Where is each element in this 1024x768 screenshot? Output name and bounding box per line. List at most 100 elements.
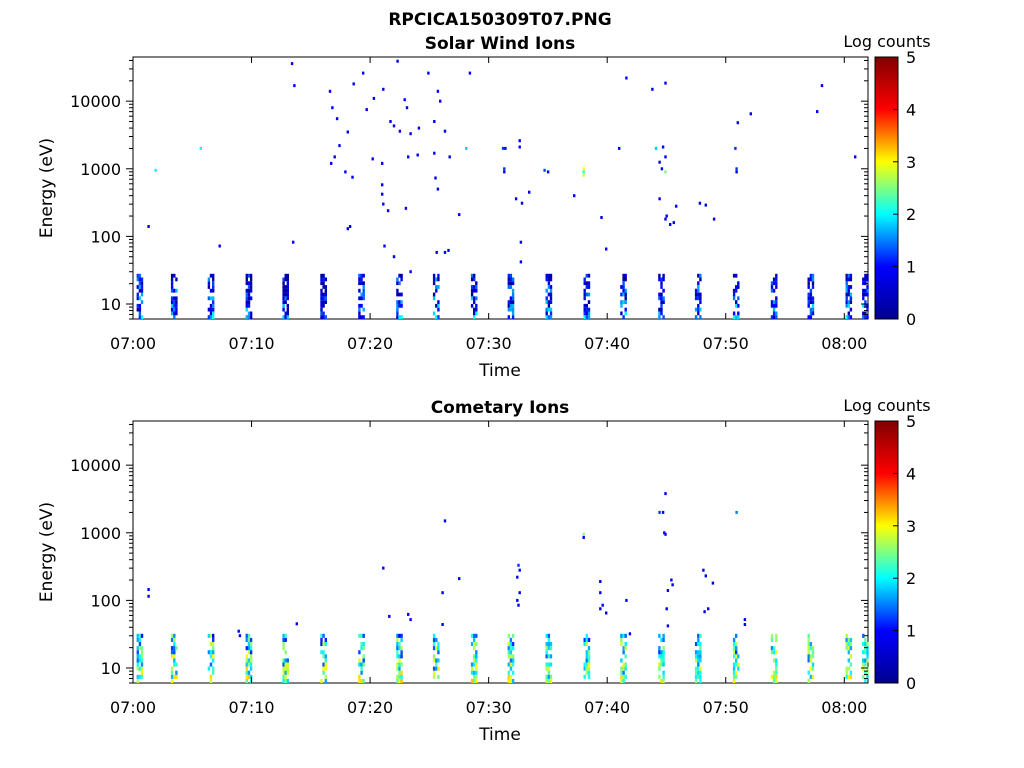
count-point — [416, 153, 419, 157]
scan-cell — [864, 646, 867, 651]
scan-cell — [866, 646, 869, 651]
scan-cell — [585, 650, 588, 655]
count-point — [409, 270, 412, 274]
scan-cell — [732, 637, 736, 642]
count-point — [381, 183, 384, 187]
scan-cell — [620, 637, 623, 642]
scan-cell — [140, 292, 144, 297]
scan-cell — [775, 650, 778, 655]
scan-cell — [694, 650, 698, 655]
scan-cell — [245, 281, 248, 286]
scan-cell — [697, 307, 700, 312]
y-tick-label: 100 — [90, 591, 121, 610]
scan-cell — [662, 277, 665, 282]
count-point — [386, 209, 390, 213]
scan-cell — [284, 650, 287, 655]
scan-cell — [509, 307, 513, 312]
x-axis-label: Time — [478, 725, 521, 745]
scan-cell — [400, 300, 403, 304]
scan-cell — [549, 315, 553, 319]
scan-cell — [622, 292, 625, 297]
scan-cell — [697, 273, 700, 278]
scan-cell — [173, 633, 176, 638]
scan-cell — [247, 296, 251, 301]
scan-cell — [140, 646, 144, 651]
scan-cell — [322, 296, 325, 301]
scan-cell — [437, 650, 440, 655]
scan-cell — [845, 633, 848, 638]
scan-cell — [247, 658, 251, 663]
scan-cell — [699, 296, 702, 301]
scan-cell — [545, 296, 548, 301]
count-point — [735, 167, 738, 171]
scan-cell — [772, 300, 776, 304]
scan-cell — [732, 642, 736, 647]
axes-layer: 07:00 07:10 07:20 07:30 07:40 07:50 08:00 10 100… — [70, 421, 868, 717]
panel-title: Solar Wind Ions — [425, 34, 576, 54]
scan-cell — [583, 303, 586, 308]
scan-cell — [811, 654, 815, 659]
scan-cell — [282, 678, 285, 683]
scan-cell — [509, 674, 513, 679]
count-point — [392, 124, 396, 128]
scan-cell — [175, 646, 178, 651]
count-point — [147, 594, 150, 598]
scan-cell — [699, 678, 702, 683]
scan-cell — [545, 654, 548, 659]
scan-cell — [697, 642, 700, 647]
scan-cell — [509, 296, 513, 301]
scan-cell — [587, 273, 591, 278]
scan-cell — [732, 674, 736, 679]
scan-cell — [775, 666, 778, 671]
scan-cell — [545, 662, 548, 667]
scan-cell — [286, 662, 289, 667]
scan-cell — [173, 658, 176, 663]
count-point — [735, 170, 738, 174]
scan-cell — [583, 296, 586, 301]
scan-cell — [360, 678, 363, 683]
scan-cell — [173, 273, 176, 278]
scan-cell — [583, 281, 586, 286]
count-point — [712, 217, 716, 221]
scan-cell — [212, 642, 215, 647]
count-point — [439, 99, 442, 103]
count-point — [362, 71, 365, 75]
scan-cell — [396, 277, 399, 282]
scan-cell — [624, 646, 627, 651]
scan-cell — [358, 650, 361, 655]
scan-cell — [699, 658, 702, 663]
count-point — [582, 170, 585, 174]
count-point — [382, 566, 385, 570]
scan-cell — [737, 311, 740, 316]
count-point — [658, 510, 661, 514]
scan-cell — [585, 307, 588, 312]
scan-cell — [245, 646, 248, 651]
count-point — [582, 167, 585, 171]
scan-cell — [140, 281, 144, 286]
scan-cell — [775, 637, 778, 642]
scan-cell — [507, 300, 510, 304]
count-point — [661, 510, 665, 514]
scan-cell — [845, 666, 848, 671]
scan-cell — [207, 650, 211, 655]
y-tick-label: 100 — [90, 227, 121, 246]
count-point — [333, 155, 336, 159]
scan-cell — [470, 277, 474, 282]
scan-cell — [697, 666, 700, 671]
scan-cell — [622, 285, 625, 289]
scan-cell — [358, 311, 361, 316]
scan-cell — [624, 662, 627, 667]
scan-cell — [247, 292, 251, 297]
scan-cell — [866, 674, 869, 679]
scan-cell — [772, 678, 776, 683]
scan-cell — [775, 296, 778, 301]
scan-cell — [699, 273, 702, 278]
scan-cell — [585, 658, 588, 663]
scan-cell — [864, 662, 867, 667]
scan-cell — [475, 288, 478, 293]
count-point — [501, 146, 505, 150]
scan-cell — [362, 296, 365, 301]
scan-cell — [136, 285, 139, 289]
scan-cell — [847, 637, 850, 642]
scan-cell — [212, 315, 215, 319]
